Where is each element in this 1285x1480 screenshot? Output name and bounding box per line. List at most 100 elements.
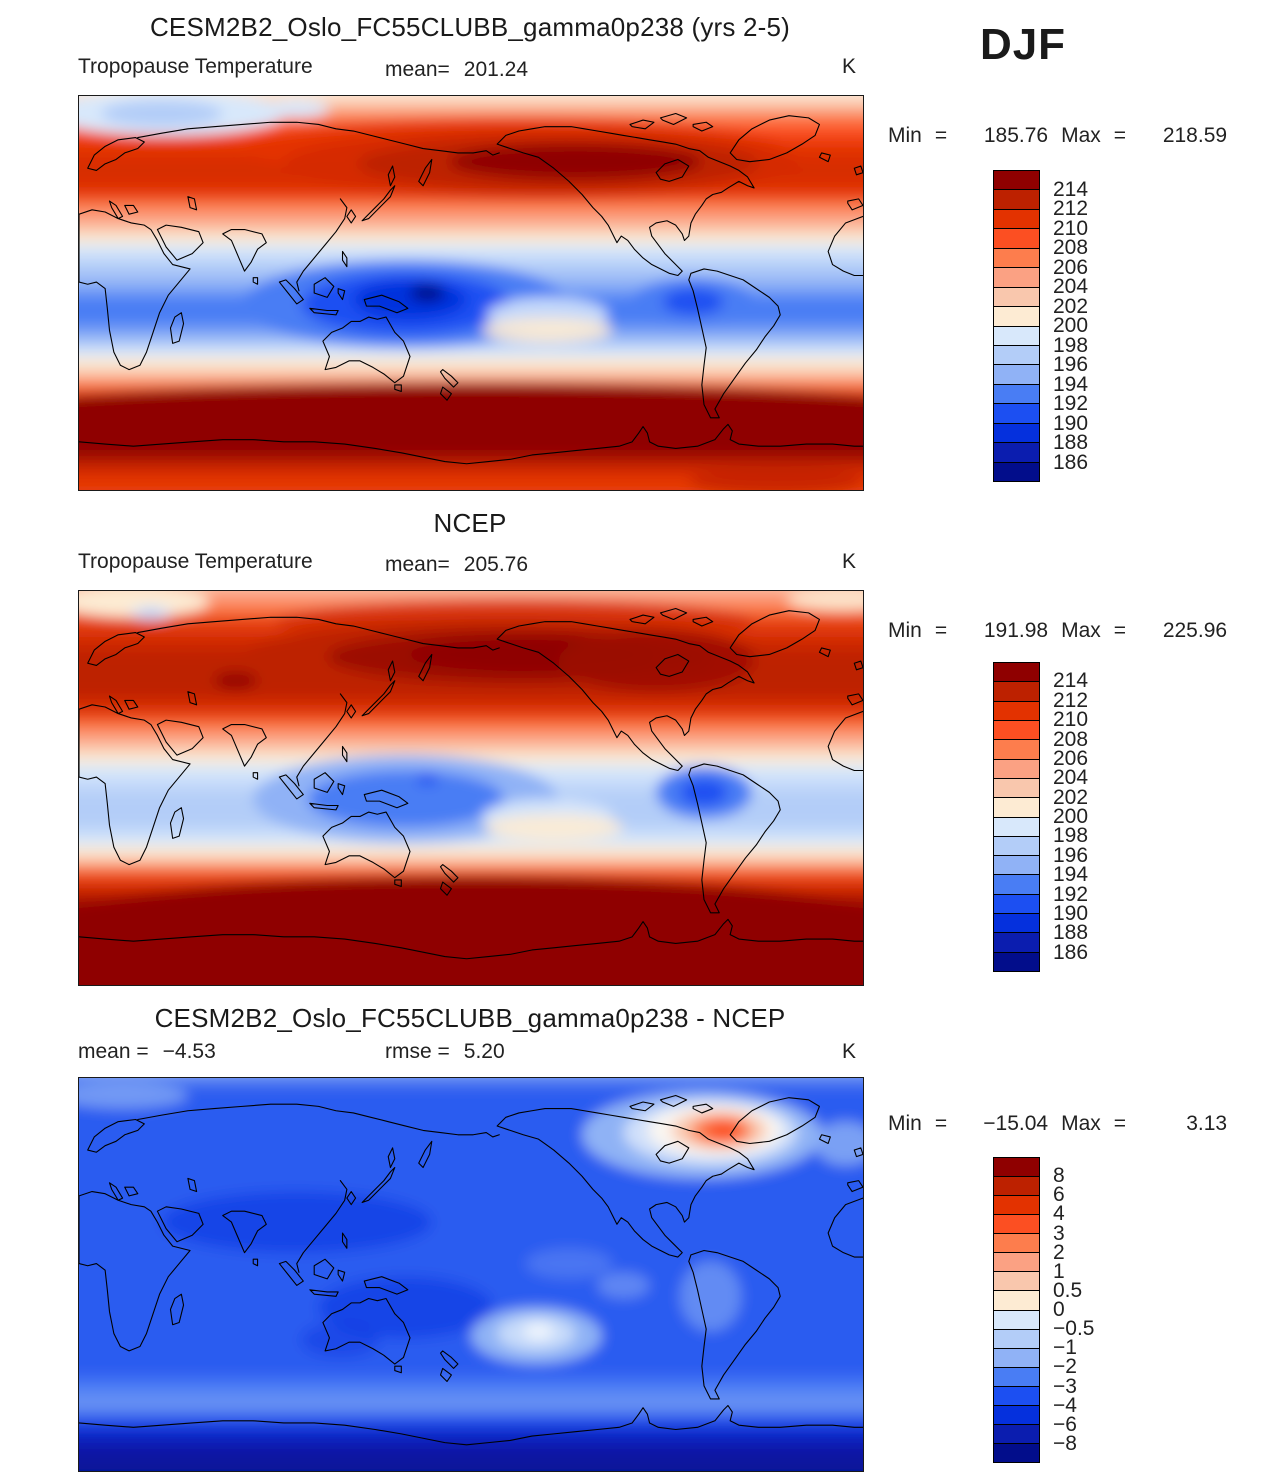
colorbar-box [994,1405,1039,1425]
colorbar-tick-label: −0.5 [1053,1317,1095,1341]
colorbar-box [994,894,1039,915]
colorbar-tick-label: 188 [1053,431,1089,454]
colorbar-tick-label: 208 [1053,236,1089,259]
units-label: K [841,550,856,573]
colorbar-box [994,798,1039,818]
colorbar-boxes [993,1157,1040,1463]
colorbar-tick-label: −1 [1053,1336,1077,1360]
colorbar-box [994,1348,1039,1368]
colorbar-tick-label: 202 [1053,785,1089,809]
colorbar-box [994,345,1039,366]
colorbar-box [994,817,1039,837]
colorbar-box [994,856,1039,876]
colorbar-tick-label: 204 [1053,766,1089,790]
colorbar-box [994,1234,1039,1254]
colorbar-box [994,740,1039,760]
colorbar-box [994,682,1039,702]
mean-value: −4.53 [162,1040,216,1063]
colorbar-tick-label: 212 [1053,197,1089,220]
colorbar-box [994,190,1039,210]
max-value: 225.96 [1162,619,1228,642]
colorbar-model: 214 212 210 208 206 204 202 200 198 196 194 192 190 1… [993,170,1088,482]
colorbar-tick-label: 6 [1053,1183,1065,1207]
colorbar-box [994,384,1039,405]
colorbar-box [994,778,1039,799]
colorbar-tick-label: 200 [1053,314,1089,337]
season-label: DJF [979,20,1067,69]
colorbar-tick-label: 198 [1053,333,1089,357]
map-diff-svg [79,1078,863,1471]
colorbar-tick-label: 0.5 [1053,1278,1083,1302]
panel-diff: CESM2B2_Oslo_FC55CLUBB_gamma0p238 - NCEP… [0,990,1285,1480]
colorbar-tick-label: 186 [1053,450,1089,474]
mean-stat: mean = −4.53 [78,1040,216,1063]
rmse-stat: rmse = 5.20 [385,1040,505,1063]
colorbar-tick-label: −6 [1053,1412,1077,1436]
field-label: Tropopause Temperature [78,55,313,78]
colorbar-tick-label: 208 [1053,727,1089,751]
colorbar-tick-label: 194 [1053,372,1089,396]
mean-stat: mean= 205.76 [385,553,529,576]
panel-model: CESM2B2_Oslo_FC55CLUBB_gamma0p238 (yrs 2… [0,0,1285,495]
colorbar-tick-label: 204 [1053,275,1089,298]
colorbar-box [994,229,1039,249]
colorbar-tick-label: 212 [1053,688,1089,712]
colorbar-box [994,701,1039,721]
panel-ncep-title: NCEP [433,508,507,538]
colorbar-box [994,268,1039,288]
map-ncep-svg [79,591,863,985]
colorbar-box [994,423,1039,444]
colorbar-tick-label: 206 [1053,746,1089,770]
colorbar-tick-label: 194 [1053,863,1089,887]
colorbar-tick-label: 188 [1053,921,1089,945]
colorbar-box [994,248,1039,269]
colorbar-boxes [993,170,1040,482]
colorbar-tick-label: 196 [1053,353,1089,376]
colorbar-tick-label: 200 [1053,805,1089,828]
colorbar-tick-label: 3 [1053,1221,1065,1245]
colorbar-diff: 8 6 4 3 2 1 0.5 0 −0.5 −1 −2 −3 −4 −6 −8 [993,1157,1094,1463]
map-model [78,95,864,491]
colorbar-box [994,1158,1039,1178]
panel-diff-minmax: Min = −15.04 Max = 3.13 [888,1112,1228,1135]
colorbar-box [994,759,1039,779]
colorbar-tick-label: 190 [1053,411,1089,435]
colorbar-box [994,326,1039,346]
colorbar-boxes [993,662,1040,972]
colorbar-tick-label: 196 [1053,843,1089,867]
colorbar-tick-label: −8 [1053,1431,1077,1455]
colorbar-tick-label: 206 [1053,255,1089,279]
colorbar-box [994,663,1039,683]
panel-diff-title: CESM2B2_Oslo_FC55CLUBB_gamma0p238 - NCEP [154,1003,786,1033]
colorbar-box [994,1272,1039,1292]
contour-field [79,1078,863,1471]
colorbar-box [994,1310,1039,1330]
colorbar-box [994,720,1039,741]
colorbar-box [994,1291,1039,1311]
min-value: 191.98 [983,619,1049,642]
colorbar-labels: 8 6 4 3 2 1 0.5 0 −0.5 −1 −2 −3 −4 −6 −8 [1053,1157,1133,1463]
colorbar-tick-label: 202 [1053,294,1089,318]
mean-value: 205.76 [463,553,529,576]
colorbar-box [994,209,1039,230]
colorbar-tick-label: 214 [1053,669,1089,693]
colorbar-box [994,1367,1039,1387]
units-label: K [841,55,856,78]
colorbar-box [994,1424,1039,1444]
colorbar-tick-label: −3 [1053,1374,1077,1398]
max-value: 3.13 [1186,1112,1228,1135]
colorbar-box [994,171,1039,191]
colorbar-box [994,307,1039,327]
colorbar-tick-label: 198 [1053,824,1089,848]
colorbar-box [994,1215,1039,1235]
colorbar-box [994,443,1039,463]
contour-field [79,591,863,985]
colorbar-labels: 214 212 210 208 206 204 202 200 198 196 194 192 190 1… [1053,662,1133,972]
colorbar-box [994,404,1039,424]
colorbar-tick-label: 214 [1053,177,1089,201]
colorbar-box [994,875,1039,895]
colorbar-box [994,914,1039,934]
max-value: 218.59 [1162,124,1228,147]
map-model-svg [79,96,863,490]
